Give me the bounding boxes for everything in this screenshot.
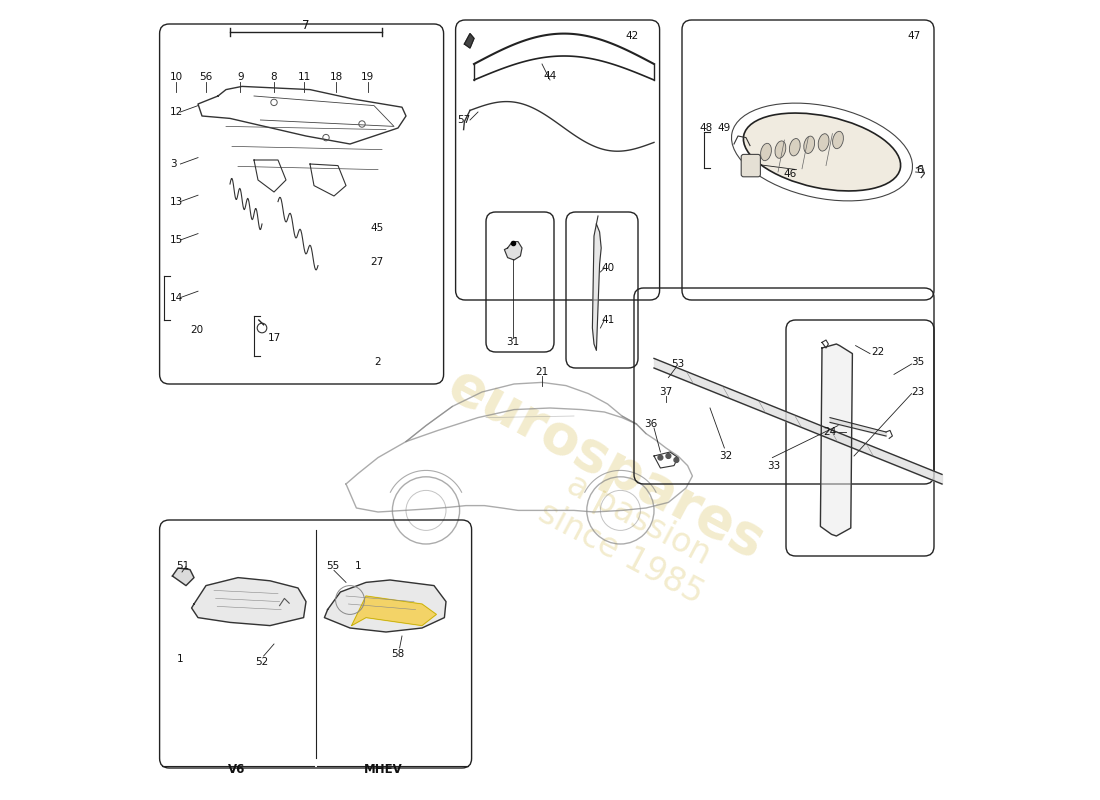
- Text: 33: 33: [768, 461, 781, 470]
- Text: 13: 13: [170, 197, 184, 206]
- Text: 45: 45: [371, 223, 384, 233]
- Text: 24: 24: [823, 427, 836, 437]
- Polygon shape: [505, 242, 522, 260]
- Text: 58: 58: [392, 650, 405, 659]
- Polygon shape: [821, 344, 852, 536]
- Polygon shape: [173, 568, 194, 586]
- Text: 20: 20: [190, 325, 204, 334]
- Text: 49: 49: [718, 123, 732, 133]
- Text: 1: 1: [354, 562, 361, 571]
- Circle shape: [674, 458, 679, 462]
- Polygon shape: [324, 580, 446, 632]
- Text: 1: 1: [176, 654, 183, 664]
- Text: 9: 9: [238, 72, 244, 82]
- Text: 2: 2: [374, 357, 381, 366]
- Polygon shape: [191, 578, 306, 626]
- Text: MHEV: MHEV: [364, 763, 403, 776]
- Text: 57: 57: [456, 115, 470, 125]
- Text: 55: 55: [326, 562, 339, 571]
- Ellipse shape: [818, 134, 829, 151]
- Text: 10: 10: [169, 72, 183, 82]
- Text: 15: 15: [170, 235, 184, 245]
- Text: 31: 31: [507, 338, 520, 347]
- Text: 12: 12: [170, 107, 184, 117]
- Text: 40: 40: [601, 263, 614, 273]
- Text: 51: 51: [176, 562, 189, 571]
- Polygon shape: [593, 224, 602, 350]
- Ellipse shape: [804, 136, 815, 154]
- Text: 14: 14: [170, 293, 184, 302]
- Text: 42: 42: [625, 31, 638, 41]
- Circle shape: [658, 455, 663, 460]
- Text: 48: 48: [700, 123, 713, 133]
- Text: 8: 8: [271, 72, 277, 82]
- Text: 47: 47: [908, 31, 921, 41]
- Text: 17: 17: [267, 333, 280, 342]
- Text: 18: 18: [330, 72, 343, 82]
- Text: a passion
since 1985: a passion since 1985: [532, 462, 727, 610]
- Text: 11: 11: [298, 72, 311, 82]
- Text: 6: 6: [916, 165, 923, 174]
- Ellipse shape: [760, 143, 771, 161]
- Polygon shape: [464, 34, 474, 48]
- Ellipse shape: [744, 113, 901, 191]
- Text: 22: 22: [871, 347, 884, 357]
- Text: 53: 53: [671, 359, 684, 369]
- Circle shape: [666, 454, 671, 458]
- Polygon shape: [352, 596, 437, 626]
- Text: 21: 21: [536, 367, 549, 377]
- Ellipse shape: [776, 141, 785, 158]
- Text: 23: 23: [912, 387, 925, 397]
- Text: 56: 56: [199, 72, 212, 82]
- Text: 27: 27: [371, 258, 384, 267]
- Text: 7: 7: [302, 19, 310, 32]
- Text: 37: 37: [659, 387, 672, 397]
- Ellipse shape: [790, 138, 800, 156]
- Text: 44: 44: [543, 71, 557, 81]
- Text: eurospares: eurospares: [439, 358, 773, 570]
- Text: 52: 52: [255, 658, 268, 667]
- Ellipse shape: [833, 131, 844, 149]
- Text: 32: 32: [719, 451, 733, 461]
- Text: 35: 35: [912, 357, 925, 366]
- Text: 19: 19: [361, 72, 374, 82]
- Text: 46: 46: [783, 170, 796, 179]
- Text: 36: 36: [645, 419, 658, 429]
- Text: 41: 41: [601, 315, 614, 325]
- Text: 3: 3: [170, 159, 177, 169]
- Text: V6: V6: [228, 763, 245, 776]
- FancyBboxPatch shape: [741, 154, 760, 177]
